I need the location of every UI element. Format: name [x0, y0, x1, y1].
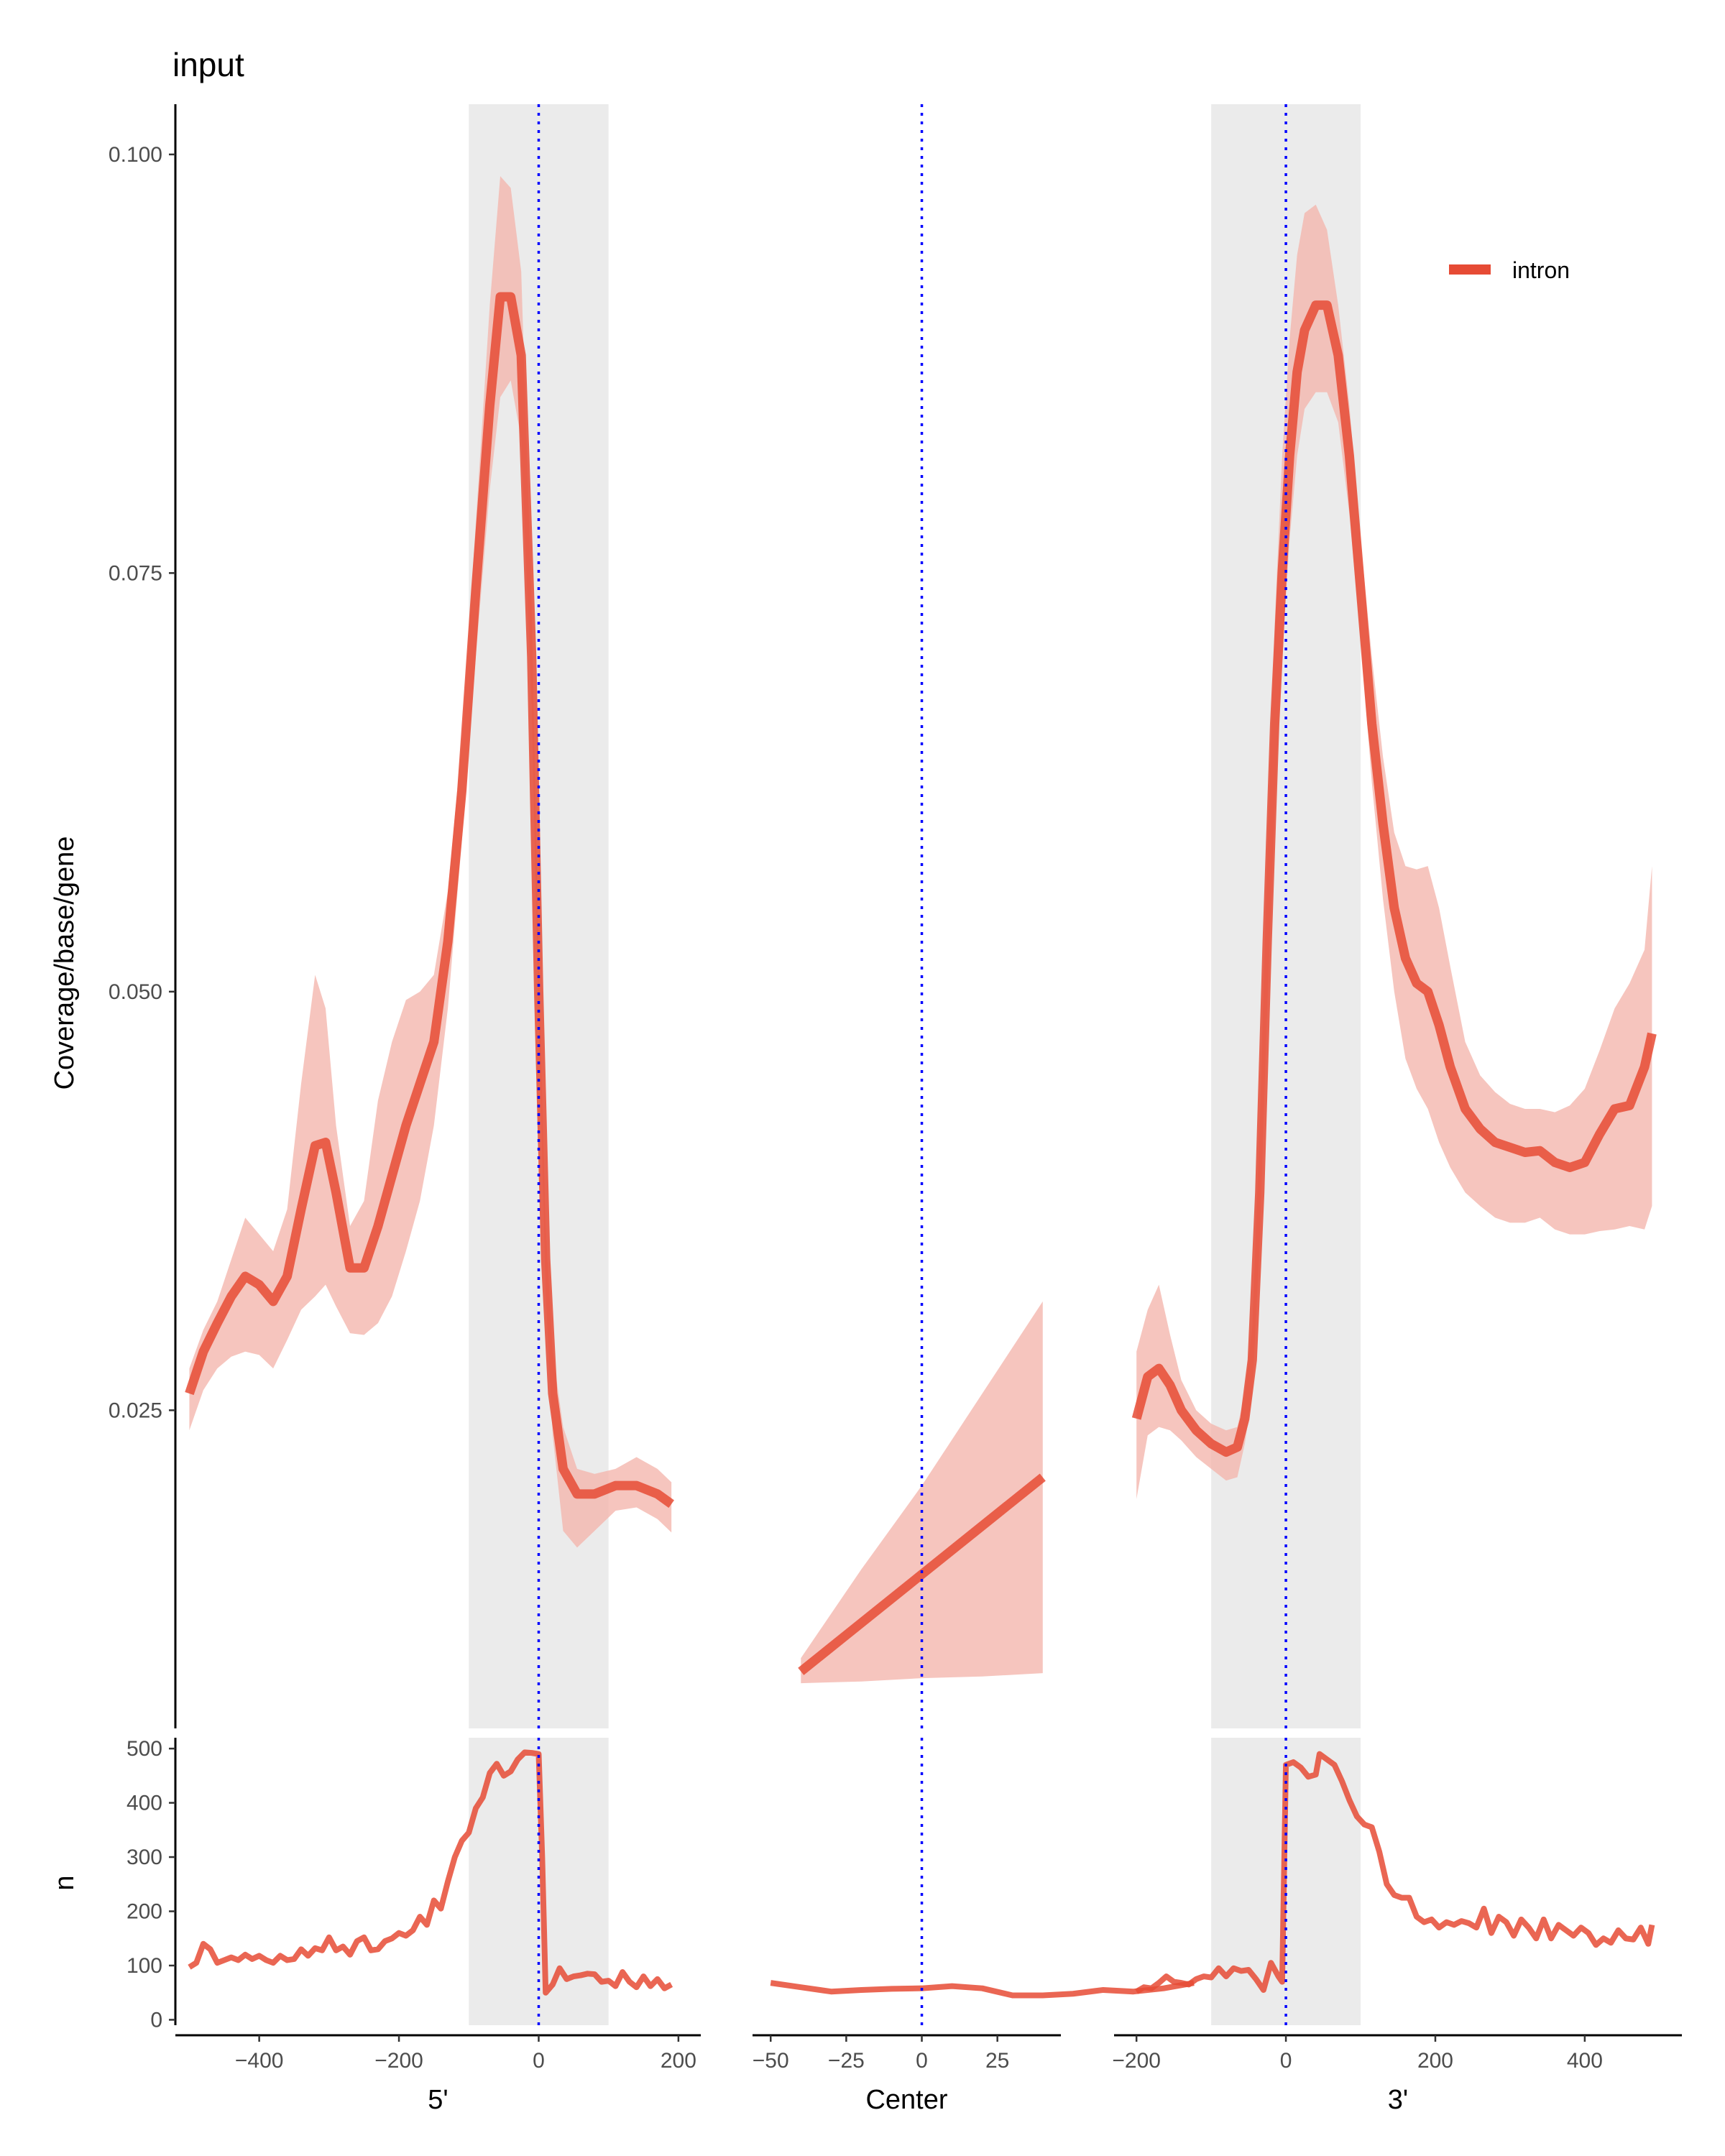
panel-1: −400 −200 0 200 5' [175, 104, 701, 2115]
x-tick-label: 200 [661, 2049, 696, 2073]
y-tick-label-coverage: 0.025 [109, 1399, 162, 1422]
y-tick-label-coverage: 0.100 [109, 143, 162, 167]
y-tick-label-coverage: 0.075 [109, 561, 162, 585]
legend-label-intron: intron [1512, 257, 1570, 283]
x-tick-label: 400 [1567, 2049, 1603, 2073]
x-axis-title: Center [865, 2085, 947, 2115]
confidence-ribbon [189, 176, 672, 1548]
y-axis-title-coverage: Coverage/base/gene [50, 837, 80, 1090]
y-tick-label-coverage: 0.050 [109, 980, 162, 1004]
count-line [188, 1749, 673, 1996]
confidence-ribbon [801, 1301, 1043, 1684]
legend: intron [1449, 257, 1570, 283]
plot-title: input [172, 46, 244, 83]
y-tick-label-n: 0 [150, 2008, 162, 2032]
x-tick-label: −25 [828, 2049, 865, 2073]
x-tick-label: −200 [1112, 2049, 1161, 2073]
coverage-line [185, 292, 674, 1508]
x-tick-label: 25 [985, 2049, 1009, 2073]
x-tick-label: 200 [1417, 2049, 1453, 2073]
panel-3: −200 0 200 400 3' [1112, 104, 1682, 2115]
y-tick-label-n: 300 [126, 1846, 162, 1869]
x-tick-label: −200 [374, 2049, 423, 2073]
y-tick-label-n: 400 [126, 1792, 162, 1815]
x-axis-title: 3' [1388, 2085, 1408, 2115]
plot-area: 0.025 0.050 0.075 0.100 0 100 200 300 400 500 −400… [109, 104, 1682, 2115]
x-tick-label: −400 [235, 2049, 284, 2073]
y-axis-title-n: n [50, 1875, 80, 1890]
x-tick-label: 0 [916, 2049, 928, 2073]
x-tick-label: 0 [1280, 2049, 1292, 2073]
panel-2: −50 −25 0 25 Center [753, 104, 1195, 2115]
count-line [770, 1980, 1195, 1999]
legend-key-intron [1449, 264, 1491, 275]
x-axis-title: 5' [428, 2085, 448, 2115]
x-tick-label: −50 [753, 2049, 789, 2073]
coverage-line [1131, 300, 1657, 1457]
y-tick-label-n: 500 [126, 1737, 162, 1761]
x-tick-label: 0 [533, 2049, 545, 2073]
y-tick-label-n: 200 [126, 1900, 162, 1924]
confidence-ribbon [1136, 204, 1652, 1499]
count-line [1135, 1751, 1655, 1994]
y-tick-label-n: 100 [126, 1954, 162, 1978]
coverage-line [798, 1473, 1046, 1675]
